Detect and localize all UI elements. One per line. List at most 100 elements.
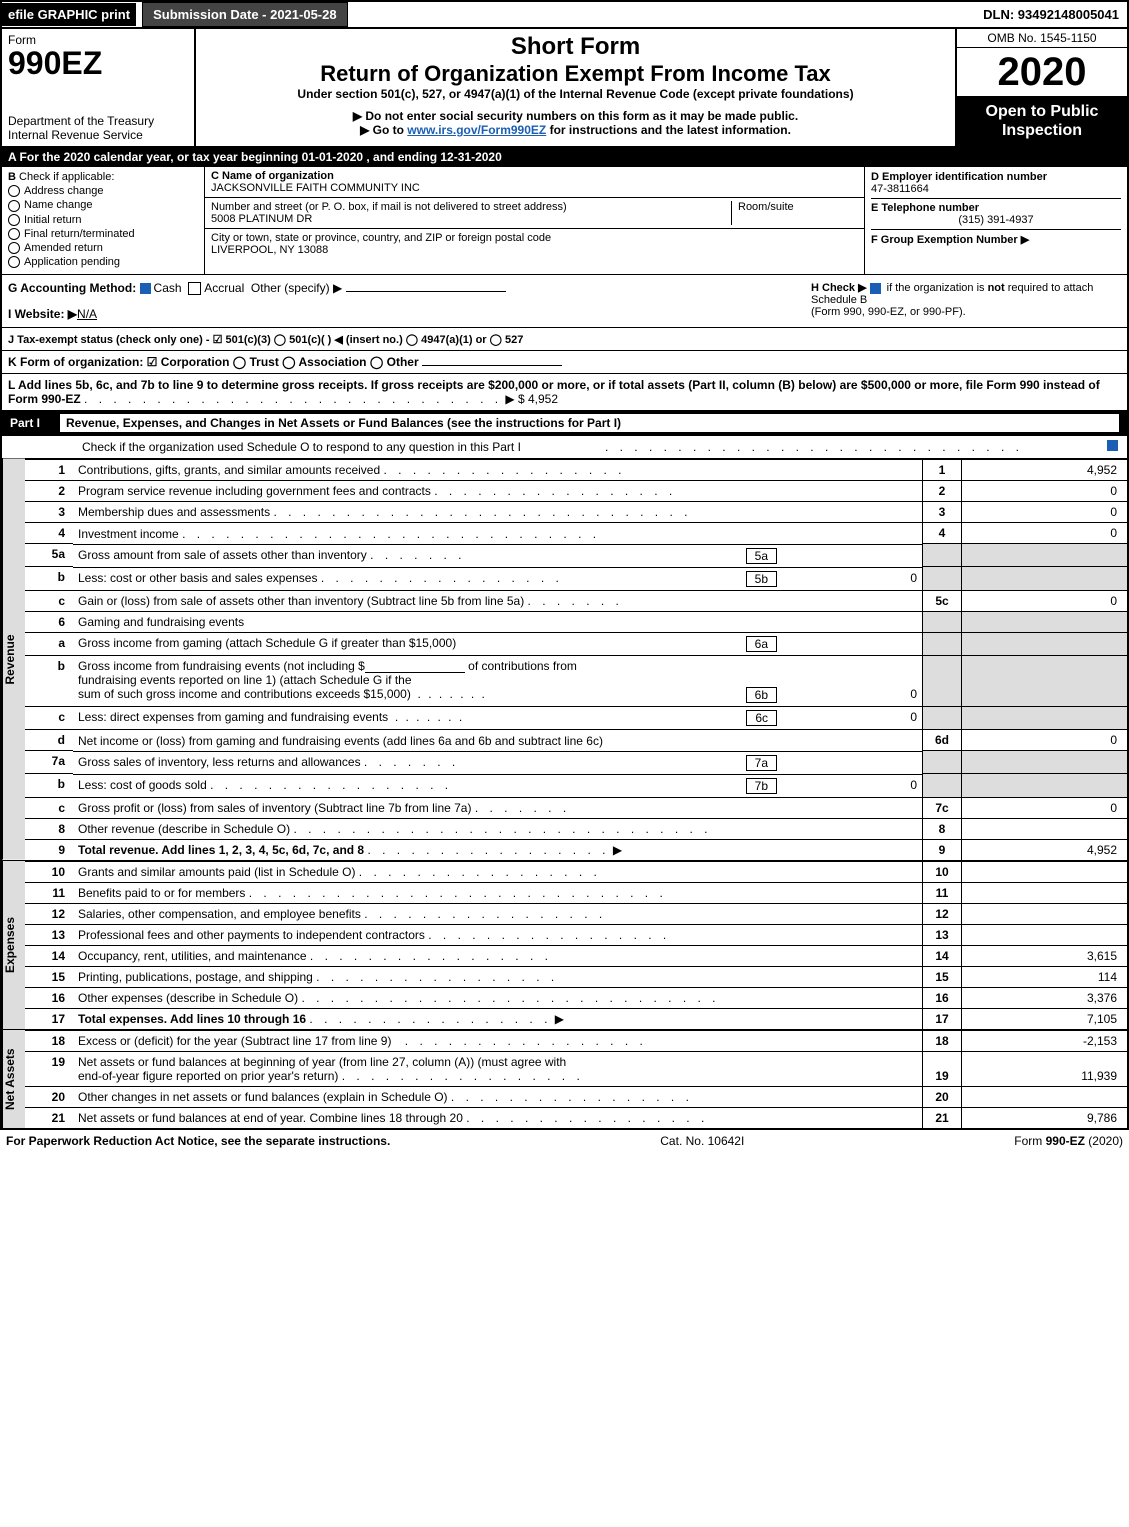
box-5b: 5b	[746, 571, 777, 587]
line-9: 9Total revenue. Add lines 1, 2, 3, 4, 5c…	[25, 839, 1127, 860]
submission-date: Submission Date - 2021-05-28	[142, 2, 348, 27]
desc-20: Other changes in net assets or fund bala…	[78, 1090, 448, 1104]
row-a-period: A For the 2020 calendar year, or tax yea…	[2, 148, 1127, 167]
header-sub3: ▶ Go to www.irs.gov/Form990EZ for instru…	[206, 123, 945, 137]
val-10	[962, 861, 1128, 882]
header-right: OMB No. 1545-1150 2020 Open to Public In…	[955, 29, 1127, 146]
val-5a-shade	[962, 544, 1128, 567]
g-other: Other (specify) ▶	[251, 281, 342, 295]
form-header: Form 990EZ Department of the Treasury In…	[2, 29, 1127, 148]
ln-5b: b	[25, 567, 73, 591]
desc-6b3: sum of such gross income and contributio…	[78, 687, 411, 701]
efile-label[interactable]: efile GRAPHIC print	[2, 3, 136, 26]
d10: . . . . . . . . . . . . . . . . .	[359, 865, 601, 879]
open-to-public: Open to Public Inspection	[957, 96, 1127, 146]
ln-6b: b	[25, 656, 73, 707]
part1-check[interactable]	[1107, 440, 1118, 451]
val-5b: 0	[777, 571, 917, 587]
chk-initial[interactable]	[8, 214, 20, 226]
desc-13: Professional fees and other payments to …	[78, 928, 425, 942]
chk-final[interactable]	[8, 228, 20, 240]
row-gi-left: G Accounting Method: Cash Accrual Other …	[8, 281, 811, 321]
l-dots: . . . . . . . . . . . . . . . . . . . . …	[84, 392, 502, 406]
line-13: 13Professional fees and other payments t…	[25, 924, 1127, 945]
d7c: . . . . . . .	[475, 801, 570, 815]
k-other-line[interactable]	[422, 365, 562, 366]
desc-6b1: Gross income from fundraising events (no…	[78, 659, 365, 673]
line-5b: bLess: cost or other basis and sales exp…	[25, 567, 1127, 591]
footer-cat: Cat. No. 10642I	[660, 1134, 744, 1148]
d9: . . . . . . . . . . . . . . . . .	[367, 843, 609, 857]
rn-19: 19	[923, 1051, 962, 1086]
6b-blank[interactable]	[365, 659, 465, 673]
chk-address[interactable]	[8, 185, 20, 197]
rn-15: 15	[923, 966, 962, 987]
line-19: 19Net assets or fund balances at beginni…	[25, 1051, 1127, 1086]
col-def: D Employer identification number 47-3811…	[865, 167, 1127, 274]
ln-2: 2	[25, 481, 73, 502]
ln-14: 14	[25, 945, 73, 966]
val-15: 114	[962, 966, 1128, 987]
rn-17: 17	[923, 1008, 962, 1029]
col-b: B Check if applicable: Address change Na…	[2, 167, 205, 274]
header-left: Form 990EZ Department of the Treasury In…	[2, 29, 196, 146]
desc-10: Grants and similar amounts paid (list in…	[78, 865, 355, 879]
val-7b: 0	[777, 778, 917, 794]
rn-16: 16	[923, 987, 962, 1008]
ln-8: 8	[25, 818, 73, 839]
top-bar-left: efile GRAPHIC print Submission Date - 20…	[2, 2, 348, 27]
expenses-table: 10 Grants and similar amounts paid (list …	[25, 861, 1127, 1029]
d13: . . . . . . . . . . . . . . . . .	[428, 928, 670, 942]
desc-3: Membership dues and assessments	[78, 505, 270, 519]
g-cash-check[interactable]	[140, 283, 151, 294]
line-18: 18Excess or (deficit) for the year (Subt…	[25, 1030, 1127, 1051]
dept-line1: Department of the Treasury	[8, 114, 188, 128]
ln-6c: c	[25, 706, 73, 730]
h-text4: (Form 990, 990-EZ, or 990-PF).	[811, 306, 1121, 318]
chk-name[interactable]	[8, 200, 20, 212]
desc-4: Investment income	[78, 527, 179, 541]
g-other-line[interactable]	[346, 291, 506, 292]
line-21: 21Net assets or fund balances at end of …	[25, 1107, 1127, 1128]
h-check[interactable]	[870, 283, 881, 294]
val-16: 3,376	[962, 987, 1128, 1008]
desc-12: Salaries, other compensation, and employ…	[78, 907, 361, 921]
g-label: G Accounting Method:	[8, 281, 136, 295]
desc-17: Total expenses. Add lines 10 through 16	[78, 1012, 306, 1026]
desc-8: Other revenue (describe in Schedule O)	[78, 822, 290, 836]
chk-amended[interactable]	[8, 242, 20, 254]
d14: . . . . . . . . . . . . . . . . .	[310, 949, 552, 963]
rn-8: 8	[923, 818, 962, 839]
rn-7c: 7c	[923, 797, 962, 818]
col-c: C Name of organization JACKSONVILLE FAIT…	[205, 167, 865, 274]
rn-21: 21	[923, 1107, 962, 1128]
line-6: 6Gaming and fundraising events	[25, 611, 1127, 632]
d8: . . . . . . . . . . . . . . . . . . . . …	[293, 822, 711, 836]
chk-pending[interactable]	[8, 256, 20, 268]
net-table: 18Excess or (deficit) for the year (Subt…	[25, 1030, 1127, 1128]
val-6b-shade	[962, 656, 1128, 707]
opt-pending: Application pending	[24, 256, 120, 268]
ln-7c: c	[25, 797, 73, 818]
part-1-header: Part I Revenue, Expenses, and Changes in…	[2, 411, 1127, 436]
short-form-title: Short Form	[206, 33, 945, 61]
part-1-label: Part I	[10, 416, 60, 430]
ln-1: 1	[25, 460, 73, 481]
val-17: 7,105	[962, 1008, 1128, 1029]
ln-10: 10	[25, 861, 73, 882]
desc-5c: Gain or (loss) from sale of assets other…	[78, 594, 524, 608]
dept-line2: Internal Revenue Service	[8, 128, 188, 142]
val-1: 4,952	[962, 460, 1128, 481]
d20: . . . . . . . . . . . . . . . . .	[451, 1090, 693, 1104]
expenses-section: Expenses 10Grants and similar amounts pa…	[2, 861, 1127, 1030]
desc-6: Gaming and fundraising events	[73, 611, 923, 632]
d6b: . . . . . . .	[418, 687, 487, 701]
g-accrual-check[interactable]	[188, 282, 201, 295]
d3: . . . . . . . . . . . . . . . . . . . . …	[273, 505, 691, 519]
d19: . . . . . . . . . . . . . . . . .	[342, 1069, 584, 1083]
irs-link[interactable]: www.irs.gov/Form990EZ	[407, 123, 546, 137]
ln-3: 3	[25, 502, 73, 523]
desc-7c: Gross profit or (loss) from sales of inv…	[78, 801, 471, 815]
val-21: 9,786	[962, 1107, 1128, 1128]
street-val: 5008 PLATINUM DR	[211, 213, 725, 225]
